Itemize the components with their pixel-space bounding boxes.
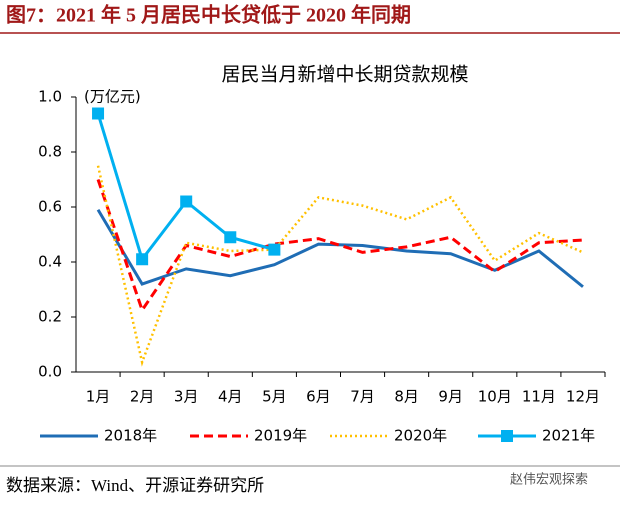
series-line <box>96 179 584 314</box>
x-tick-label: 6月 <box>306 388 331 406</box>
chart-title: 居民当月新增中长期贷款规模 <box>221 64 468 86</box>
legend-marker <box>501 430 513 442</box>
legend-label: 2021年 <box>542 427 595 445</box>
x-tick-label: 7月 <box>350 388 375 406</box>
x-tick-label: 3月 <box>174 388 199 406</box>
x-tick-label: 9月 <box>438 388 463 406</box>
legend-label: 2019年 <box>254 427 307 445</box>
y-tick-label: 0.8 <box>38 143 62 161</box>
y-tick-label: 1.0 <box>38 88 62 106</box>
y-tick-label: 0.4 <box>38 253 62 271</box>
legend-label: 2020年 <box>394 427 447 445</box>
x-tick-label: 1月 <box>86 388 111 406</box>
x-tick-label: 11月 <box>522 388 556 406</box>
x-tick-label: 4月 <box>218 388 243 406</box>
watermark: 赵伟宏观探索 <box>510 473 588 488</box>
x-tick-label: 2月 <box>130 388 155 406</box>
series-marker <box>268 243 281 256</box>
y-tick-label: 0.2 <box>38 308 62 326</box>
y-axis-unit: (万亿元) <box>84 88 141 106</box>
legend-label: 2018年 <box>104 427 157 445</box>
x-tick-label: 12月 <box>566 388 600 406</box>
header-title: 图7：2021 年 5 月居民中长贷低于 2020 年同期 <box>6 3 411 27</box>
x-tick-label: 5月 <box>262 388 287 406</box>
y-tick-label: 0.0 <box>38 363 62 381</box>
x-tick-label: 8月 <box>394 388 419 406</box>
plot: 0.0 0.2 0.4 0.6 0.8 1.0 1月 2月 3月 4月 5月 6月 7月 8月 9月 10月 1… <box>38 88 606 445</box>
x-tick-label: 10月 <box>478 388 512 406</box>
series-line <box>96 113 275 263</box>
series-marker <box>180 195 193 208</box>
series-marker <box>92 107 105 120</box>
series-marker <box>136 253 149 266</box>
series-marker <box>224 231 237 244</box>
source-note: 数据来源：Wind、开源证券研究所 <box>6 476 264 495</box>
y-tick-label: 0.6 <box>38 198 62 216</box>
